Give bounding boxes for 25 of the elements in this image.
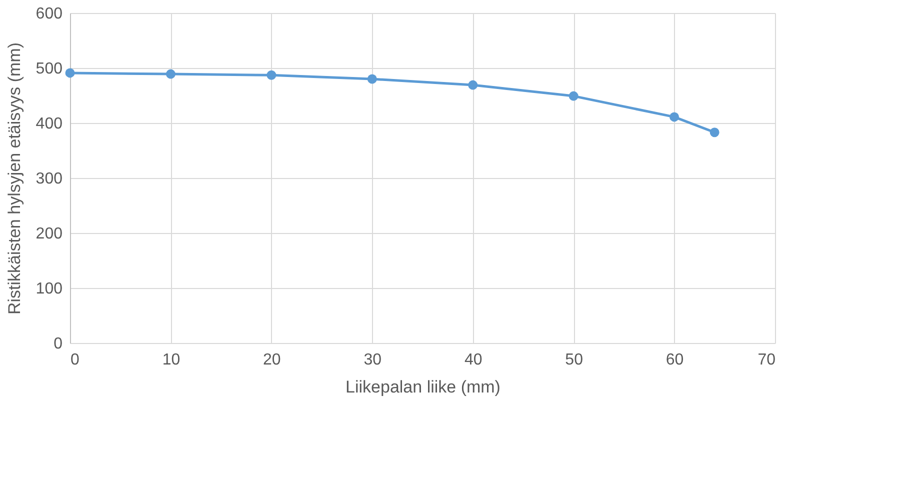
y-tick-label: 200: [36, 226, 63, 242]
point: [166, 69, 176, 79]
x-tick-label: 40: [464, 352, 482, 368]
x-tick-label: 20: [263, 352, 281, 368]
y-tick-label: 400: [36, 116, 63, 132]
x-tick-label: 60: [666, 352, 684, 368]
point: [468, 80, 478, 90]
y-tick-label: 100: [36, 280, 63, 298]
x-tick-label: 0: [70, 352, 80, 368]
y-tick-label: 600: [36, 6, 63, 22]
y-tick-label: 500: [36, 60, 63, 78]
x-tick-label: 70: [758, 352, 776, 368]
point: [266, 70, 276, 80]
x-tick-label: 50: [565, 352, 584, 368]
y-tick-label: 300: [36, 170, 63, 188]
x-tick-label: 10: [162, 352, 180, 368]
x-axis-title: Liikepalan liike (mm): [346, 378, 500, 396]
point: [568, 91, 578, 101]
point: [710, 128, 720, 138]
point: [65, 68, 75, 78]
x-tick-label: 30: [364, 352, 382, 368]
point: [670, 112, 680, 122]
point: [367, 74, 377, 84]
y-axis-title: Ristikkäisten hylsyjen etäisyys (mm): [4, 42, 24, 315]
y-tick-label: 0: [54, 336, 63, 352]
